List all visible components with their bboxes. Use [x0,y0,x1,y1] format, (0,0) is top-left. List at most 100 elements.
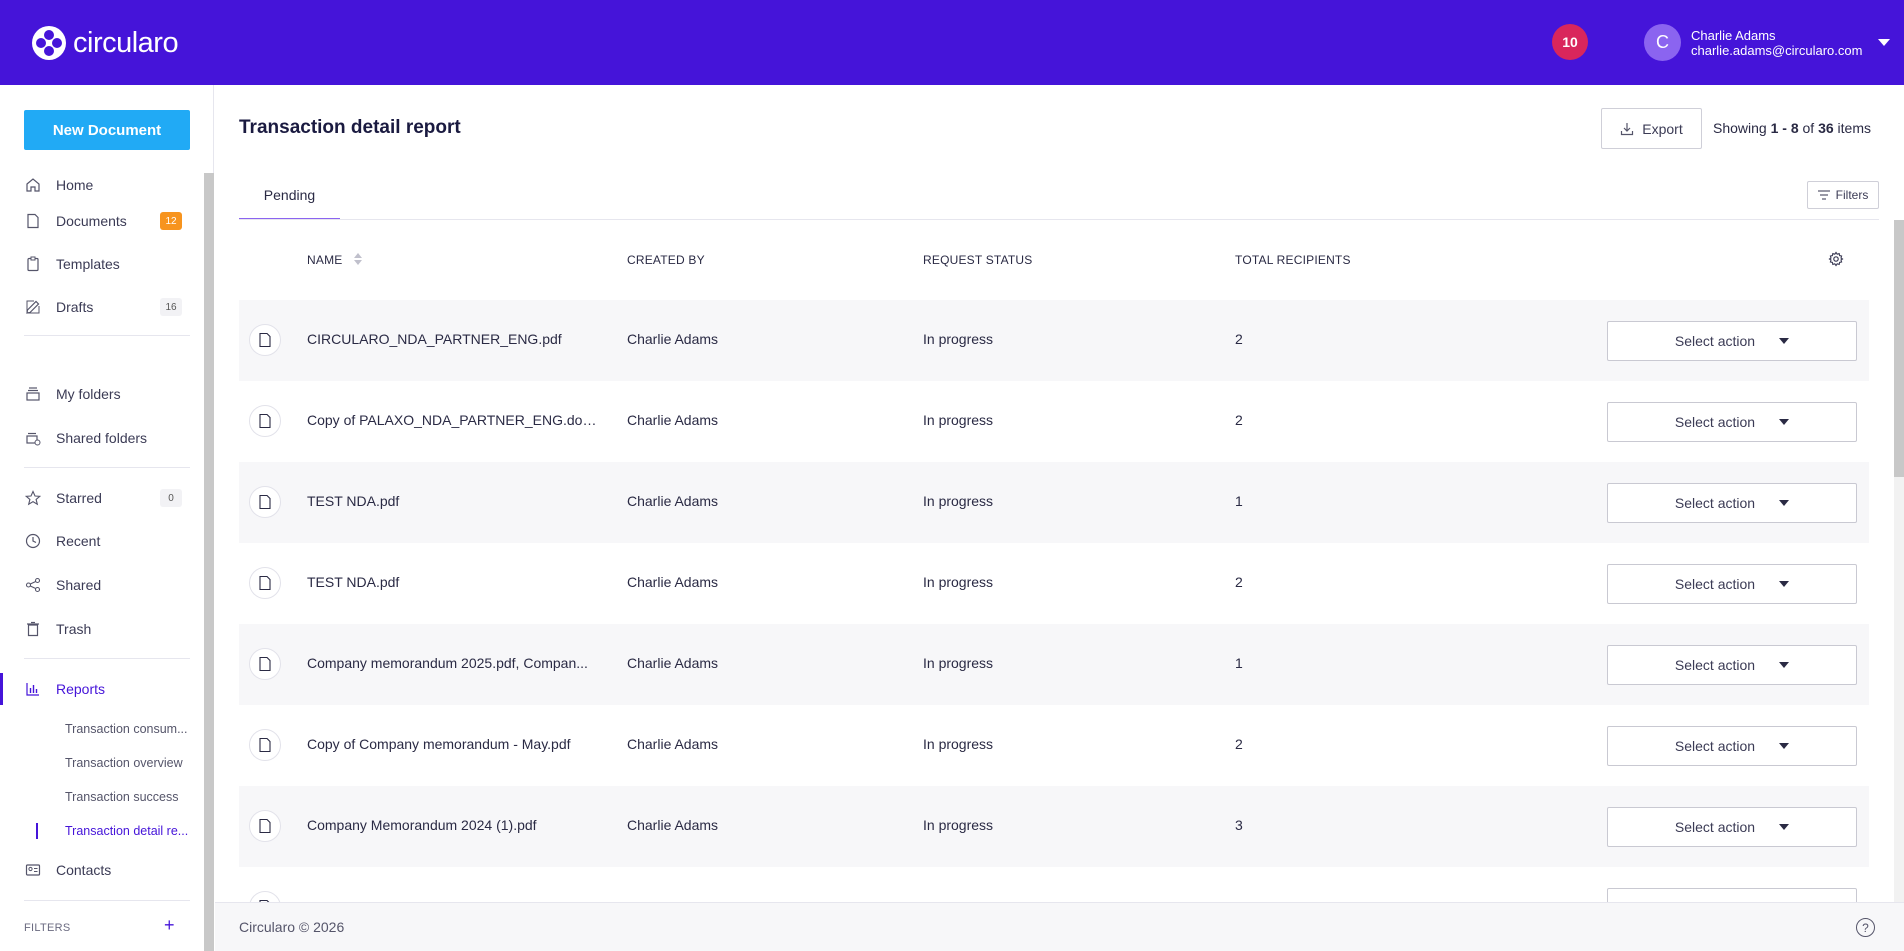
scrollbar-thumb[interactable] [204,173,214,951]
select-action-dropdown[interactable]: Select action [1607,645,1857,685]
request-status: In progress [923,574,994,590]
sidebar-item-documents[interactable]: Documents 12 [0,203,190,239]
select-action-dropdown[interactable] [1607,888,1857,902]
column-header-name[interactable]: NAME [307,253,343,267]
sidebar-subitem-transaction-consumption[interactable]: Transaction consum... [65,722,188,736]
select-action-dropdown[interactable]: Select action [1607,807,1857,847]
sidebar-item-templates[interactable]: Templates [0,246,190,282]
sidebar-item-starred[interactable]: Starred 0 [0,480,190,516]
select-action-dropdown[interactable]: Select action [1607,483,1857,523]
select-action-dropdown[interactable]: Select action [1607,402,1857,442]
add-filter-button[interactable]: + [164,915,175,935]
clipboard-icon [24,255,42,273]
sidebar-item-label: Home [56,177,94,193]
sidebar-item-shared[interactable]: Shared [0,567,190,603]
sidebar-item-label: My folders [56,386,121,402]
bar-chart-icon [24,680,42,698]
document-icon [249,891,281,902]
sidebar-item-contacts[interactable]: Contacts [0,852,190,888]
top-bar: circularo 10 C Charlie Adams charlie.ada… [0,0,1904,85]
document-name[interactable]: CIRCULARO_NDA_PARTNER_ENG.pdf [307,331,562,347]
sidebar-item-reports[interactable]: Reports [0,671,190,707]
document-icon [249,324,281,356]
request-status: In progress [923,817,994,833]
total-recipients: 1 [1235,655,1243,671]
table-row[interactable]: Company Memorandum 2024 (1).pdf Charlie … [239,786,1869,867]
filters-button[interactable]: Filters [1807,181,1879,209]
new-document-button[interactable]: New Document [24,110,190,150]
created-by: Charlie Adams [627,331,719,347]
total-recipients: 2 [1235,412,1243,428]
caret-down-icon [1779,500,1790,506]
shared-folder-icon [24,429,42,447]
document-name[interactable]: TEST NDA.pdf [307,574,400,590]
table-row[interactable]: Copy of Company memorandum - May.pdf Cha… [239,705,1869,786]
document-icon [249,567,281,599]
sidebar-item-recent[interactable]: Recent [0,523,190,559]
sidebar-subitem-transaction-detail-report[interactable]: Transaction detail re... [36,817,192,845]
sidebar-item-label: Reports [56,681,106,697]
divider [24,900,190,901]
scrollbar-thumb[interactable] [1894,220,1904,477]
logo[interactable]: circularo [32,26,179,60]
divider [24,658,190,659]
starred-count-badge: 0 [160,489,182,507]
chevron-down-icon[interactable] [1878,39,1891,46]
caret-down-icon [1779,581,1790,587]
tab-divider [239,219,1879,220]
total-recipients: 2 [1235,574,1243,590]
divider [24,467,190,468]
help-icon[interactable]: ? [1856,918,1875,937]
content-scrollbar[interactable] [1894,220,1904,902]
user-menu[interactable]: C Charlie Adams charlie.adams@circularo.… [1644,24,1891,61]
column-header-total-recipients: TOTAL RECIPIENTS [1235,253,1351,267]
sidebar-subitem-transaction-success[interactable]: Transaction success [65,790,179,804]
documents-count-badge: 12 [160,212,182,230]
sidebar-item-shared-folders[interactable]: Shared folders [0,420,190,456]
sidebar-item-label: Recent [56,533,101,549]
document-name[interactable]: TEST NDA.pdf [307,493,400,509]
export-button[interactable]: Export [1601,108,1702,149]
document-icon [249,486,281,518]
total-recipients: 2 [1235,331,1243,347]
sidebar-subitem-transaction-overview[interactable]: Transaction overview [65,756,183,770]
request-status: In progress [923,493,994,509]
sidebar-item-drafts[interactable]: Drafts 16 [0,289,190,325]
column-header-request-status: REQUEST STATUS [923,253,1033,267]
page-title: Transaction detail report [239,117,461,138]
document-icon [249,648,281,680]
select-action-dropdown[interactable]: Select action [1607,726,1857,766]
document-name[interactable]: Copy of PALAXO_NDA_PARTNER_ENG.doc... [307,412,600,428]
share-icon [24,576,42,594]
sidebar-item-label: Drafts [56,299,94,315]
document-name[interactable]: Copy of Company memorandum - May.pdf [307,736,571,752]
column-header-created-by: CREATED BY [627,253,705,267]
table-row[interactable]: CIRCULARO_NDA_PARTNER_ENG.pdf Charlie Ad… [239,300,1869,381]
tab-pending[interactable]: Pending [239,177,340,220]
table-row[interactable] [239,867,1869,902]
table-row[interactable]: TEST NDA.pdf Charlie Adams In progress 1… [239,462,1869,543]
select-action-dropdown[interactable]: Select action [1607,564,1857,604]
divider [24,335,190,336]
table-row[interactable]: Copy of PALAXO_NDA_PARTNER_ENG.doc... Ch… [239,381,1869,462]
request-status: In progress [923,331,994,347]
sidebar-item-my-folders[interactable]: My folders [0,376,190,412]
document-name[interactable]: Company memorandum 2025.pdf, Compan... [307,655,588,671]
sidebar-item-label: Starred [56,490,102,506]
created-by: Charlie Adams [627,574,719,590]
sidebar-item-label: Shared folders [56,430,148,446]
table-row[interactable]: TEST NDA.pdf Charlie Adams In progress 2… [239,543,1869,624]
select-action-dropdown[interactable]: Select action [1607,321,1857,361]
user-email: charlie.adams@circularo.com [1691,42,1863,58]
notification-badge[interactable]: 10 [1552,24,1588,60]
total-recipients: 1 [1235,493,1243,509]
gear-icon[interactable] [1828,251,1844,272]
table-row[interactable]: Company memorandum 2025.pdf, Compan... C… [239,624,1869,705]
document-name[interactable]: Company Memorandum 2024 (1).pdf [307,817,537,833]
sidebar-item-trash[interactable]: Trash [0,611,190,647]
sidebar-scrollbar[interactable] [204,173,214,951]
sidebar-item-home[interactable]: Home [0,167,190,203]
pagination-summary: Showing 1 - 8 of 36 items [1713,120,1871,136]
sort-icon[interactable] [352,251,364,272]
copyright-text: Circularo © 2026 [239,919,345,935]
